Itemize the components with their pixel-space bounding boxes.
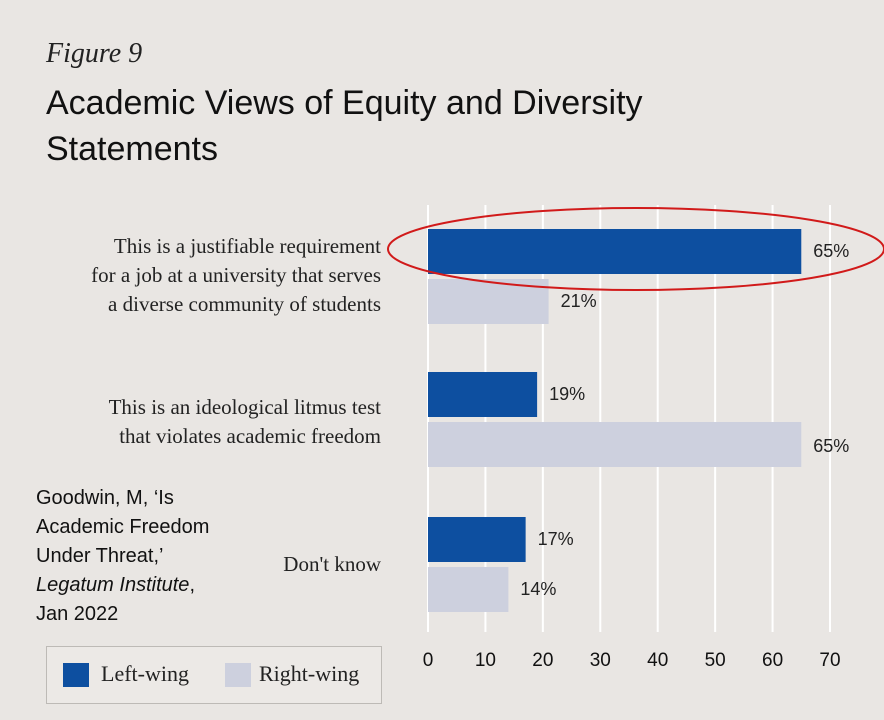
source-line-4: Legatum Institute, — [36, 571, 256, 600]
source-line-3: Under Threat,’ — [36, 545, 164, 567]
data-label-left-wing-1: 19% — [549, 384, 585, 404]
source-comma: , — [189, 574, 195, 596]
bar-right-wing-2 — [428, 567, 509, 612]
x-tick-label-10: 10 — [475, 650, 496, 671]
category-label-litmus-test: This is an ideological litmus test that … — [108, 395, 381, 448]
legend-swatch-right-wing — [225, 663, 251, 687]
data-label-right-wing-0: 21% — [561, 291, 597, 311]
legend-label-right-wing: Right-wing — [259, 661, 360, 686]
legend-swatch-left-wing — [63, 663, 89, 687]
data-label-right-wing-2: 14% — [520, 579, 556, 599]
bar-left-wing-2 — [428, 517, 526, 562]
x-tick-label-70: 70 — [819, 650, 840, 671]
annotation-ellipse — [387, 207, 884, 291]
figure-label: Figure 9 — [46, 38, 143, 69]
bar-left-wing-1 — [428, 372, 538, 417]
x-tick-label-0: 0 — [423, 650, 434, 671]
x-tick-label-40: 40 — [647, 650, 668, 671]
source-citation: Goodwin, M, ‘Is Academic Freedom Under T… — [36, 484, 256, 629]
chart-title: Academic Views of Equity and Diversity S… — [46, 84, 643, 168]
bar-right-wing-1 — [428, 422, 802, 467]
source-line-2: Academic Freedom — [36, 516, 210, 538]
data-label-right-wing-1: 65% — [813, 436, 849, 456]
source-line-5: Jan 2022 — [36, 603, 119, 625]
x-tick-label-20: 20 — [532, 650, 553, 671]
x-tick-label-50: 50 — [705, 650, 726, 671]
source-publication: Legatum Institute — [36, 574, 190, 596]
source-line-1: Goodwin, M, ‘Is — [36, 487, 174, 509]
x-tick-label-60: 60 — [762, 650, 783, 671]
legend: Left-wing Right-wing — [46, 646, 382, 704]
category-label-justifiable: This is a justifiable requirement for a … — [91, 234, 381, 316]
legend-label-left-wing: Left-wing — [101, 661, 189, 686]
data-label-left-wing-0: 65% — [813, 241, 849, 261]
x-tick-label-30: 30 — [590, 650, 611, 671]
bar-left-wing-0 — [428, 229, 802, 274]
data-label-left-wing-2: 17% — [538, 529, 574, 549]
category-label-dont-know: Don't know — [283, 552, 381, 576]
